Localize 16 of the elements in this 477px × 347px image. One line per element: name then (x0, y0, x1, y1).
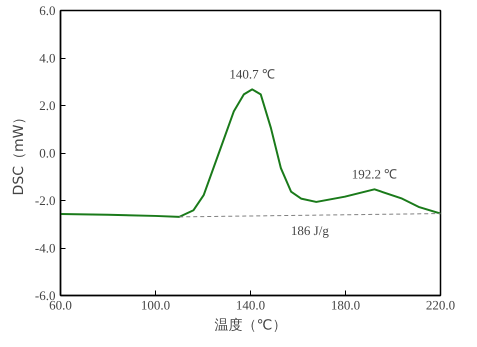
x-tick-label: 180.0 (330, 298, 360, 312)
annotation: 192.2 ℃ (352, 166, 398, 182)
annotation: 140.7 ℃ (229, 66, 275, 82)
y-tick-label: 2.0 (39, 98, 56, 113)
annotation: 186 J/g (290, 223, 330, 238)
y-tick-label: 4.0 (39, 50, 56, 66)
x-tick-label: 220.0 (426, 298, 456, 312)
x-tick-label: 140.0 (236, 298, 266, 312)
y-tick-label: 6.0 (39, 3, 56, 18)
line-series (60, 88, 440, 218)
x-axis-title: 温度（℃） (214, 318, 286, 334)
y-tick-label: 0.0 (39, 146, 56, 160)
y-tick-label: -4.0 (34, 240, 56, 256)
x-tick-label: 100.0 (140, 298, 170, 312)
y-tick-label: -2.0 (34, 193, 56, 208)
y-axis-title: DSC（mW） (10, 110, 27, 196)
